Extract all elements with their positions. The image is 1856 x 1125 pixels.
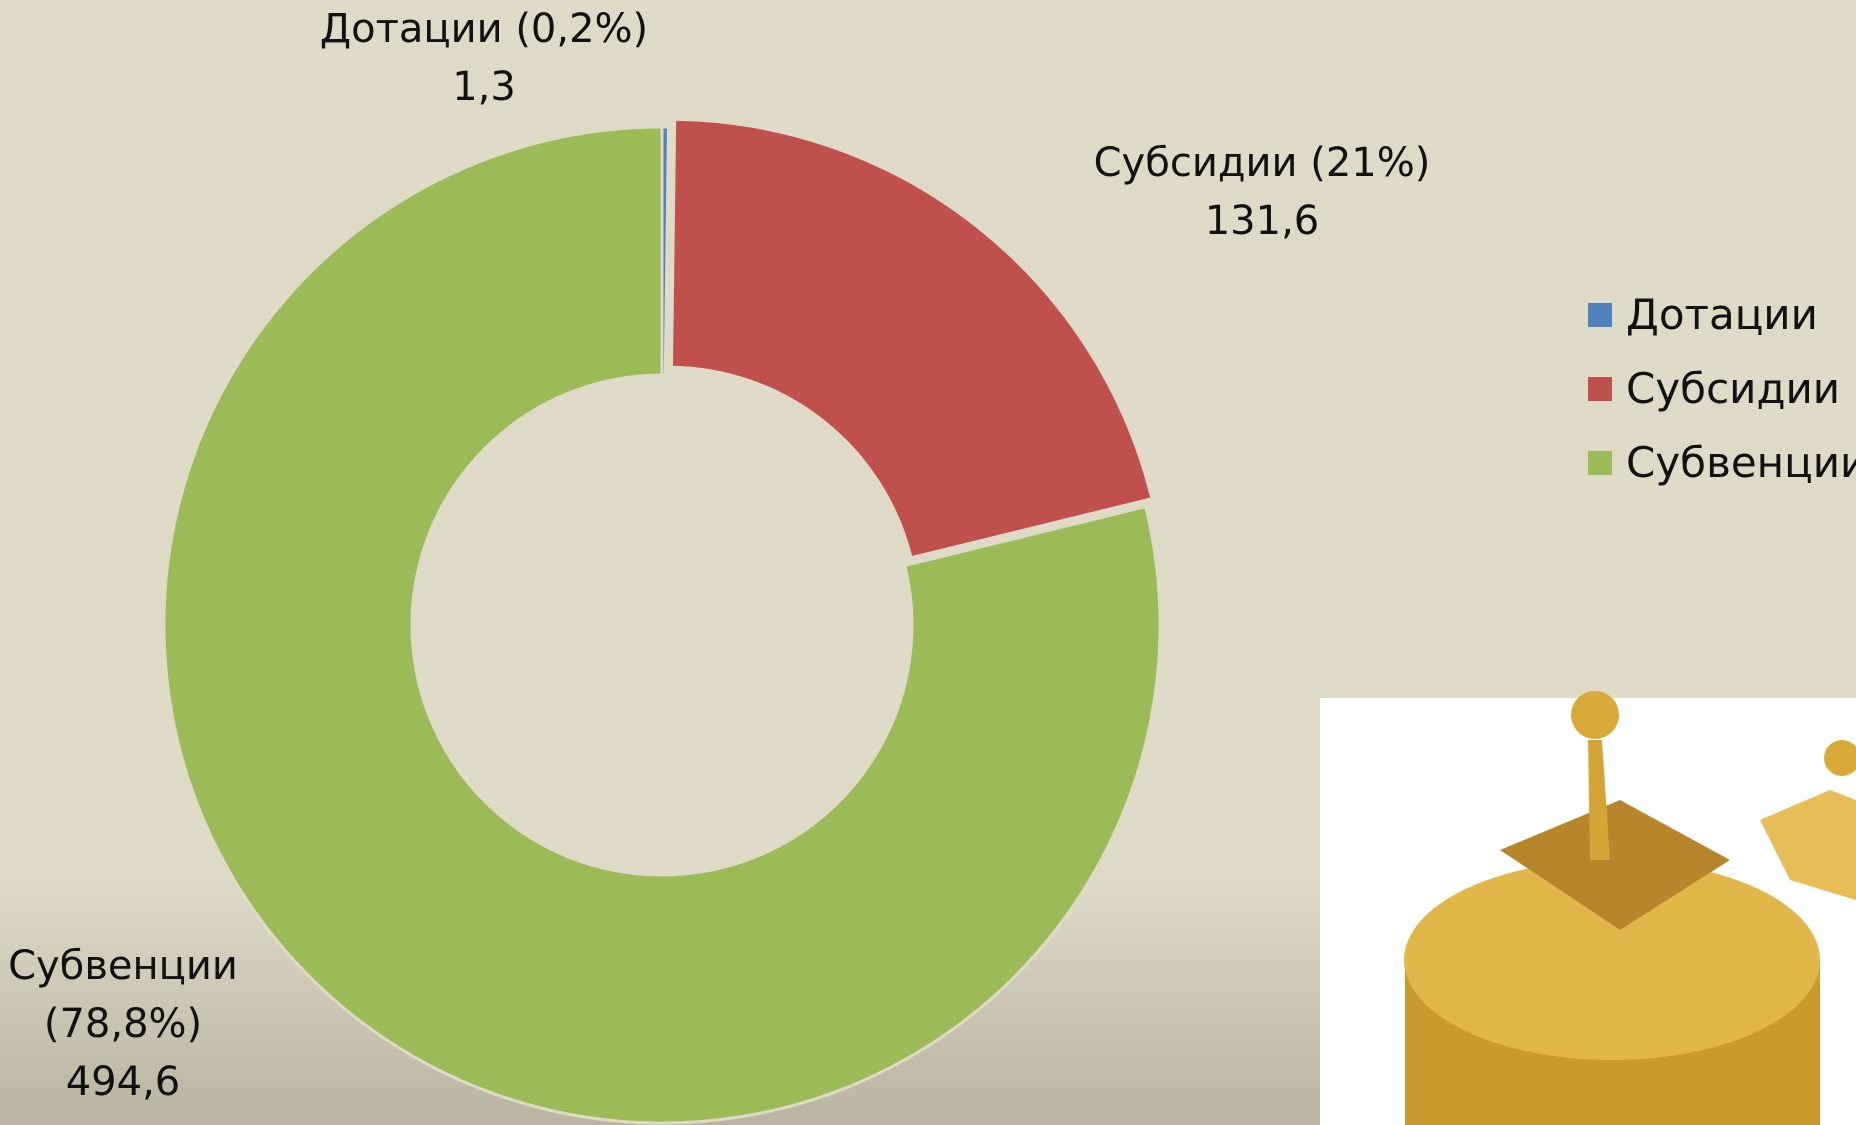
pie-piece xyxy=(1760,790,1856,900)
data-label: Субвенции (78,8%) 494,6 xyxy=(3,937,243,1111)
legend-item: Субвенции xyxy=(1588,438,1856,487)
doughnut-slice xyxy=(162,125,1162,1125)
legend-item: Субсидии xyxy=(1588,364,1840,413)
value-label: 1,3 xyxy=(452,64,516,110)
legend-item: Дотации xyxy=(1588,290,1818,339)
pie-cut xyxy=(1500,800,1730,930)
legend-label: Субсидии xyxy=(1626,364,1841,413)
doughnut-slice xyxy=(669,117,1154,560)
illustration xyxy=(1320,691,1856,1125)
legend-swatch xyxy=(1588,450,1612,475)
figure-body xyxy=(1588,740,1610,860)
slice-label: Дотации (0,2%) xyxy=(319,6,649,52)
data-label: Субсидии (21%) 131,6 xyxy=(1094,134,1431,250)
legend-label: Дотации xyxy=(1626,290,1818,339)
legend-swatch xyxy=(1588,376,1612,401)
legend-label: Субвенции xyxy=(1626,438,1856,487)
slice-label: Субсидии (21%) xyxy=(1093,140,1431,186)
data-label: Дотации (0,2%) 1,3 xyxy=(320,0,648,116)
figure-head xyxy=(1824,740,1856,776)
pie-top xyxy=(1404,860,1820,1060)
slice-label: Субвенции (78,8%) xyxy=(8,943,238,1047)
figure-head xyxy=(1571,691,1619,739)
legend-swatch xyxy=(1588,302,1612,327)
value-label: 494,6 xyxy=(65,1059,181,1105)
value-label: 131,6 xyxy=(1204,198,1320,244)
